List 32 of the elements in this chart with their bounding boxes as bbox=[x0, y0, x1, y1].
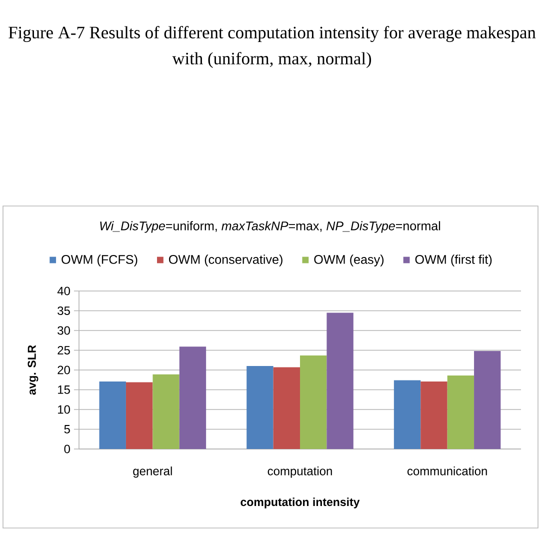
y-tick-label: 20 bbox=[58, 366, 70, 374]
x-tick-label: communication bbox=[407, 466, 487, 476]
bar bbox=[420, 381, 448, 449]
bar bbox=[394, 380, 421, 449]
bar bbox=[474, 351, 501, 449]
bar bbox=[99, 381, 126, 449]
bar bbox=[326, 312, 354, 449]
bar bbox=[152, 374, 180, 449]
y-tick-label: 40 bbox=[57, 286, 70, 296]
x-tick-label: computation bbox=[268, 466, 332, 478]
y-tick-label: 5 bbox=[64, 425, 70, 434]
y-tick-label: 35 bbox=[58, 306, 70, 315]
bar bbox=[246, 366, 274, 449]
legend-label: OWM (easy) bbox=[314, 254, 384, 266]
y-tick-label: 30 bbox=[58, 326, 70, 335]
text: Figure A-7 Results of different computation intensity for average makespan with (uniform, max, normal) bbox=[8, 26, 536, 68]
legend-label: OWM (conservative) bbox=[169, 254, 282, 266]
x-axis-title: computation intensity bbox=[240, 498, 360, 508]
bar bbox=[273, 367, 300, 449]
bar bbox=[126, 382, 153, 449]
y-tick-label: 0 bbox=[64, 444, 70, 454]
bar bbox=[179, 346, 206, 449]
bar bbox=[300, 355, 327, 449]
legend-label: OWM (first fit) bbox=[415, 254, 492, 266]
y-tick-label: 25 bbox=[58, 346, 70, 354]
y-axis-title: avg. SLR bbox=[28, 345, 38, 395]
legend-label: OWM (FCFS) bbox=[62, 254, 138, 266]
chart-title: Wi_DisType=uniform, maxTaskNP=max, NP_DisType=normal bbox=[100, 221, 440, 233]
x-tick-label: general bbox=[133, 466, 172, 478]
y-tick-label: 15 bbox=[58, 386, 70, 394]
y-tick-label: 10 bbox=[58, 405, 70, 414]
bar bbox=[447, 376, 474, 449]
